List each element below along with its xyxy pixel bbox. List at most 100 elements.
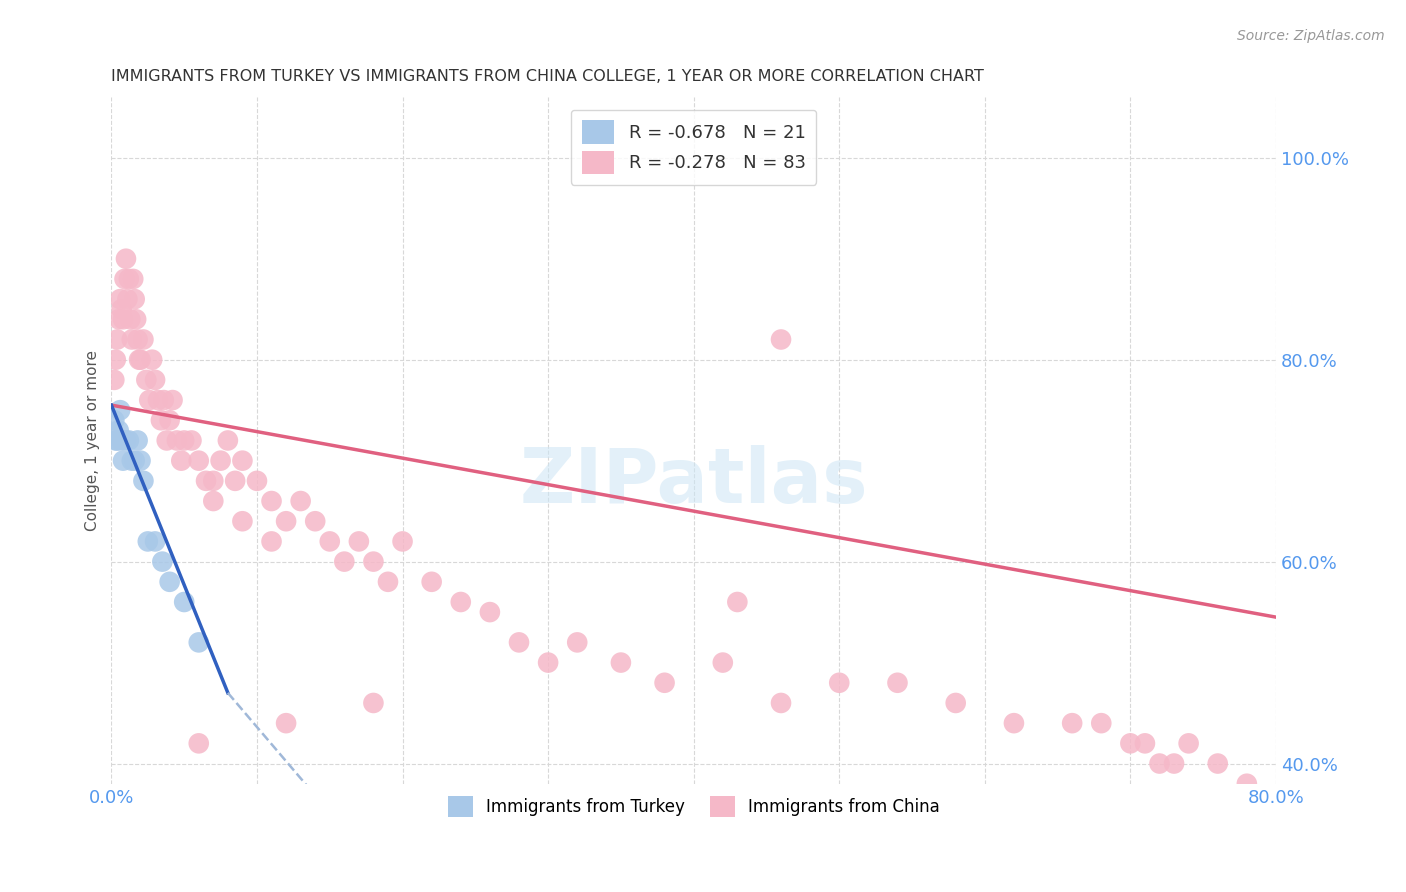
Point [110,302,132,317]
Point [377,574,399,589]
Point [112,453,135,467]
Point [769,696,792,710]
Point [209,453,232,467]
Point [118,272,141,286]
Point [115,434,138,448]
Point [537,656,560,670]
Point [231,453,253,467]
Point [129,352,152,367]
Point [1119,736,1142,750]
Point [132,333,155,347]
Point [120,312,142,326]
Point [122,272,145,286]
Text: IMMIGRANTS FROM TURKEY VS IMMIGRANTS FROM CHINA COLLEGE, 1 YEAR OR MORE CORRELAT: IMMIGRANTS FROM TURKEY VS IMMIGRANTS FRO… [111,69,984,84]
Point [146,393,169,408]
Point [319,534,342,549]
Point [143,534,166,549]
Point [187,453,209,467]
Point [274,716,297,731]
Point [391,534,413,549]
Point [654,675,676,690]
Point [173,595,195,609]
Point [246,474,269,488]
Point [711,656,734,670]
Point [132,474,155,488]
Text: ZIPatlas: ZIPatlas [519,444,868,518]
Point [1163,756,1185,771]
Point [420,574,443,589]
Point [138,393,160,408]
Point [143,373,166,387]
Point [166,434,188,448]
Point [153,393,176,408]
Point [333,555,356,569]
Point [945,696,967,710]
Point [121,453,143,467]
Point [127,333,149,347]
Point [103,413,125,427]
Point [1206,756,1229,771]
Point [107,423,129,437]
Point [117,292,139,306]
Point [363,555,385,569]
Point [112,312,135,326]
Point [118,434,141,448]
Point [290,494,312,508]
Point [769,333,792,347]
Point [508,635,530,649]
Point [159,413,181,427]
Point [141,352,163,367]
Point [121,333,143,347]
Point [156,434,179,448]
Point [108,292,131,306]
Point [187,736,209,750]
Point [125,312,148,326]
Point [103,373,125,387]
Point [105,333,128,347]
Point [128,352,150,367]
Point [105,434,128,448]
Point [129,453,152,467]
Point [104,434,127,448]
Point [231,514,253,528]
Point [1149,756,1171,771]
Point [725,595,748,609]
Point [150,555,173,569]
Point [610,656,633,670]
Point [1062,716,1084,731]
Point [450,595,472,609]
Point [162,393,184,408]
Point [828,675,851,690]
Text: Source: ZipAtlas.com: Source: ZipAtlas.com [1237,29,1385,43]
Point [180,434,202,448]
Point [107,312,129,326]
Point [202,494,225,508]
Point [114,272,136,286]
Y-axis label: College, 1 year or more: College, 1 year or more [86,350,100,531]
Point [110,434,132,448]
Point [1002,716,1025,731]
Point [567,635,589,649]
Point [224,474,246,488]
Point [136,534,159,549]
Point [1133,736,1156,750]
Legend: Immigrants from Turkey, Immigrants from China: Immigrants from Turkey, Immigrants from … [441,789,946,823]
Point [135,373,157,387]
Point [187,635,209,649]
Point [108,403,131,417]
Point [173,434,195,448]
Point [274,514,297,528]
Point [127,434,149,448]
Point [170,453,193,467]
Point [104,352,127,367]
Point [124,453,146,467]
Point [149,413,172,427]
Point [304,514,326,528]
Point [363,696,385,710]
Point [217,434,239,448]
Point [1236,777,1258,791]
Point [1177,736,1199,750]
Point [217,857,239,871]
Point [260,534,283,549]
Point [159,574,181,589]
